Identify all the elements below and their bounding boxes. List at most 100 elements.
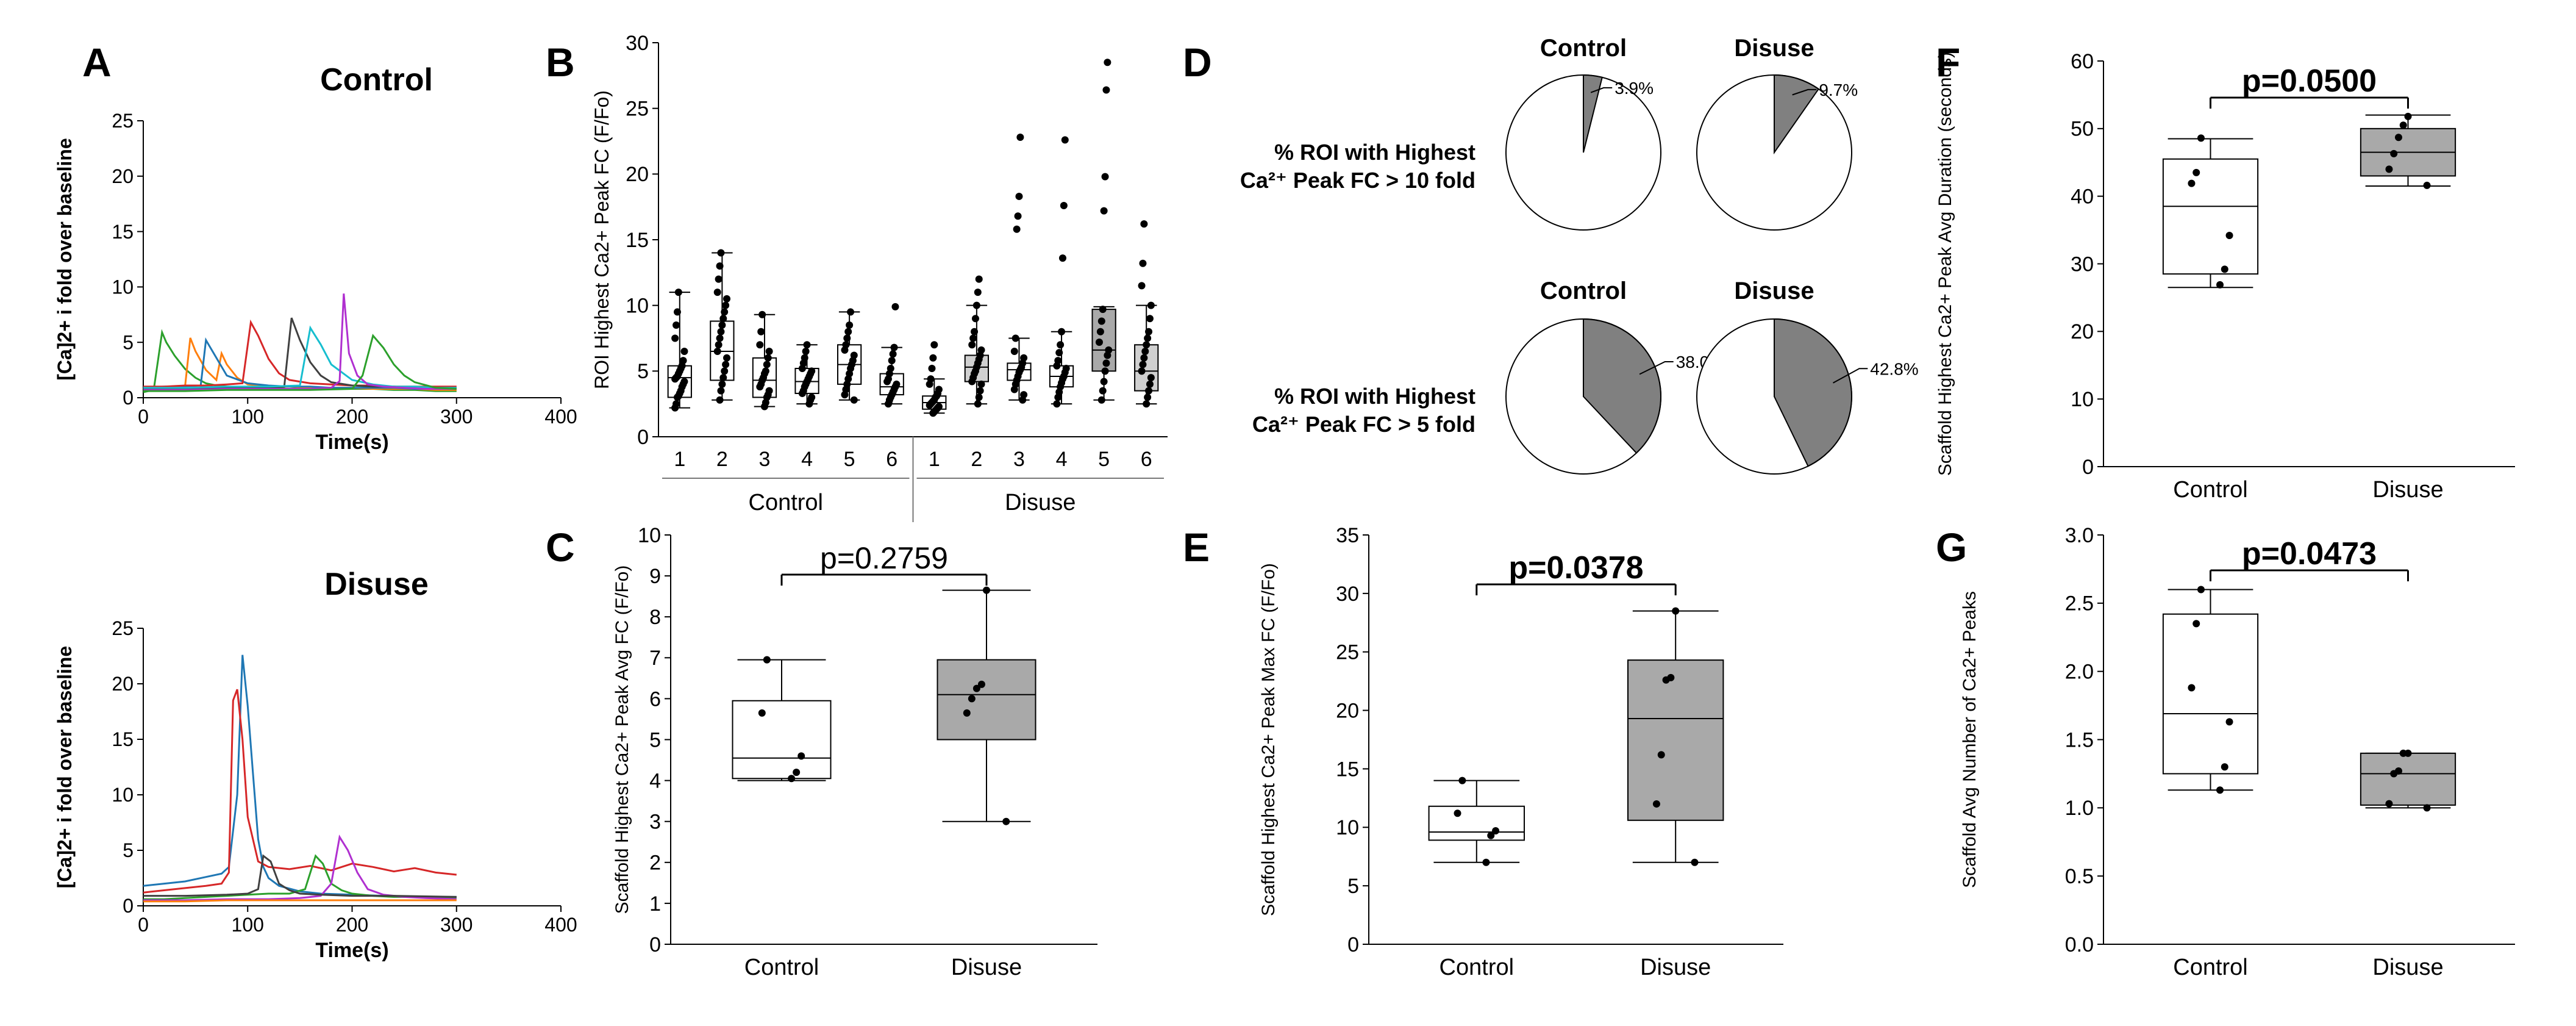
y-tick-label: 2 xyxy=(649,852,661,875)
data-point xyxy=(1015,192,1023,200)
data-point xyxy=(1097,317,1105,325)
group-label: Control xyxy=(749,490,824,515)
x-tick-label: Disuse xyxy=(2372,477,2443,503)
data-point xyxy=(975,275,983,283)
data-point xyxy=(1058,328,1066,335)
p-value-label: p=0.0473 xyxy=(2242,536,2377,572)
data-point xyxy=(1487,831,1495,839)
y-tick-label: 3.0 xyxy=(2065,524,2094,547)
x-tick-label: 2 xyxy=(971,448,982,471)
y-axis-label: Scaffold Highest Ca2+ Peak Max FC (F/Fo) xyxy=(1258,563,1279,916)
data-point xyxy=(1010,348,1018,356)
data-point xyxy=(722,361,730,368)
y-tick-label: 15 xyxy=(112,728,134,750)
data-point xyxy=(2216,281,2224,289)
data-point xyxy=(1099,306,1107,314)
p-value-label: p=0.0378 xyxy=(1508,550,1643,586)
data-point xyxy=(1102,359,1110,367)
data-point xyxy=(1147,374,1155,382)
data-point xyxy=(716,262,724,270)
data-point xyxy=(713,289,721,296)
panel-c: 0 1 2 3 4 5 6 7 8 9 10 Scaffold Highest Ca2+ Peak A… xyxy=(612,524,1097,980)
pie-leader-line xyxy=(1792,88,1817,96)
data-point xyxy=(928,365,936,373)
y-tick-label: 20 xyxy=(626,163,649,186)
pie-value-label: 42.8% xyxy=(1870,359,1918,378)
data-point xyxy=(2399,121,2407,129)
box-iqr xyxy=(1627,659,1724,821)
pie-slice xyxy=(1774,74,1820,155)
y-tick-label: 5 xyxy=(637,360,649,383)
data-point xyxy=(977,380,985,388)
y-tick-label: 0 xyxy=(1347,933,1359,956)
x-tick-label: 0 xyxy=(138,914,149,936)
y-tick-label: 10 xyxy=(112,276,134,298)
data-point xyxy=(930,341,938,349)
panel-letter-E: E xyxy=(1183,525,1210,570)
data-point xyxy=(1097,396,1105,404)
y-tick-label: 15 xyxy=(1336,758,1359,781)
x-tick-label: 100 xyxy=(232,914,264,936)
data-point xyxy=(968,341,976,349)
y-tick-label: 8 xyxy=(649,606,661,629)
data-point xyxy=(718,380,726,388)
x-tick-label: Control xyxy=(1440,955,1515,980)
pie-leader-line xyxy=(1590,87,1613,93)
data-point xyxy=(808,393,816,401)
data-point xyxy=(1138,282,1146,290)
data-point xyxy=(721,308,729,316)
panel-letter-B: B xyxy=(546,40,575,85)
data-point xyxy=(1096,328,1104,335)
panel-title: Control xyxy=(320,62,433,98)
x-tick-label: 1 xyxy=(674,448,685,471)
data-point xyxy=(844,328,852,335)
panel-d: Control3.9%Disuse9.7%Control38.0%Disuse4… xyxy=(1240,35,1919,475)
data-point xyxy=(1002,817,1010,825)
y-tick-label: 25 xyxy=(112,110,134,132)
x-tick-label: 3 xyxy=(1013,448,1025,471)
y-tick-label: 10 xyxy=(626,295,649,318)
data-point xyxy=(1146,315,1154,323)
data-point xyxy=(2404,749,2412,757)
y-tick-label: 2.5 xyxy=(2065,592,2094,615)
data-point xyxy=(983,586,990,594)
x-tick-label: 6 xyxy=(886,448,897,471)
series-line-cell-6 xyxy=(143,325,457,389)
x-tick-label: 100 xyxy=(232,406,264,428)
data-point xyxy=(2423,804,2431,812)
data-point xyxy=(2394,767,2402,775)
data-point xyxy=(758,310,766,318)
data-point xyxy=(1652,800,1660,808)
y-tick-label: 5 xyxy=(123,331,134,353)
data-point xyxy=(890,343,898,351)
y-tick-label: 35 xyxy=(1336,524,1359,547)
data-point xyxy=(1138,367,1146,375)
data-point xyxy=(1105,346,1113,354)
y-axis-label: Scaffold Avg Number of Ca2+ Peaks xyxy=(1960,591,1980,888)
data-point xyxy=(1101,367,1109,375)
data-point xyxy=(891,303,899,310)
pie-slice xyxy=(1583,74,1604,153)
data-point xyxy=(1101,173,1109,181)
x-tick-label: 400 xyxy=(544,406,577,428)
data-point xyxy=(1058,254,1066,262)
series-line-cell-6 xyxy=(143,899,457,903)
data-point xyxy=(1145,328,1153,335)
data-point xyxy=(974,289,982,296)
pie-row-label: % ROI with Highest xyxy=(1274,384,1475,409)
panel-letter-C: C xyxy=(546,525,575,570)
data-point xyxy=(975,393,983,401)
y-tick-label: 30 xyxy=(626,32,649,55)
data-point xyxy=(2216,786,2224,794)
box-iqr xyxy=(2162,613,2259,775)
y-axis-label: [Ca]2+ i fold over baseline xyxy=(54,138,76,380)
data-point xyxy=(2225,231,2233,239)
data-point xyxy=(1141,348,1149,356)
data-point xyxy=(717,328,725,335)
data-point xyxy=(971,328,979,335)
data-point xyxy=(723,295,731,303)
data-point xyxy=(2394,134,2402,142)
data-point xyxy=(968,695,976,703)
data-point xyxy=(977,346,985,354)
